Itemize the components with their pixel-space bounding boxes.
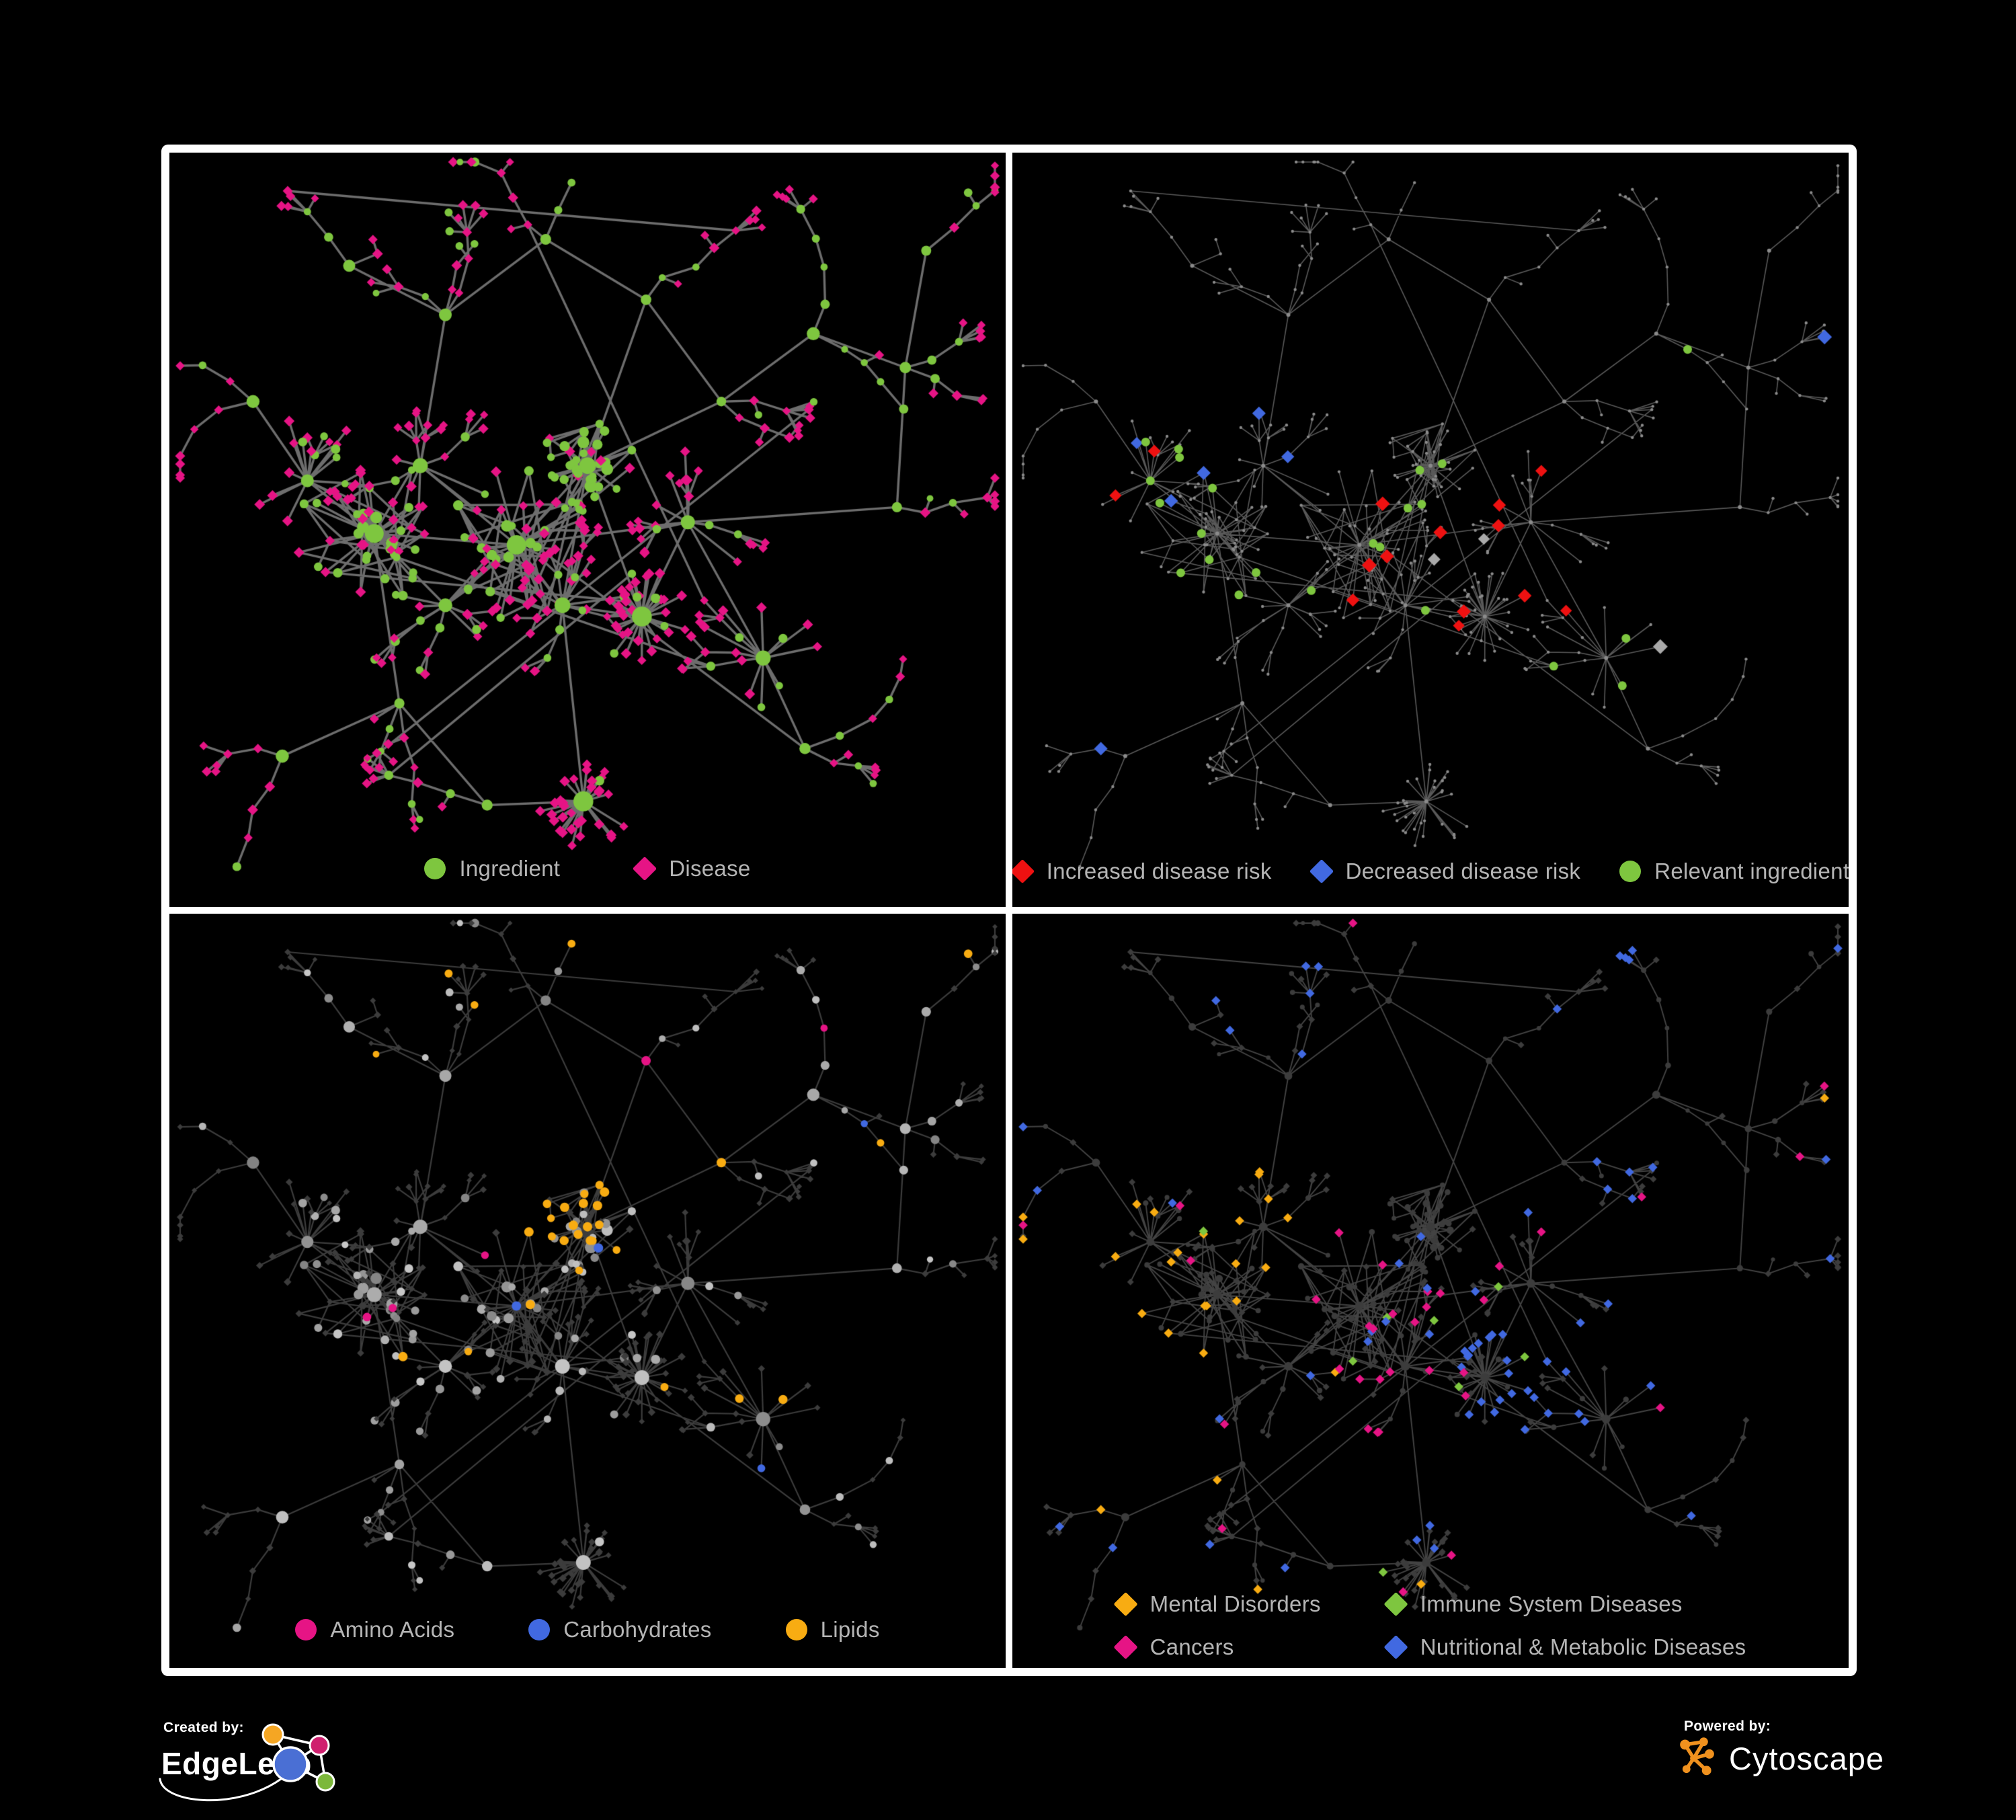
network-canvas-ingredient-disease [169,153,1006,907]
panel-ingredient-class: Amino Acids Carbohydrates Lipids [169,914,1006,1668]
panel-disease-category: Mental Disorders Immune System Diseases Ca… [1012,914,1849,1668]
panel-disease-risk: Increased disease risk Decreased disease … [1012,153,1849,907]
network-canvas-ingredient-class [169,914,1006,1668]
edgeleap-node-magenta [309,1735,330,1756]
panel-grid-frame: Ingredient Disease Increased disease risk… [161,145,1857,1676]
cytoscape-brand-text: Cytoscape [1729,1741,1885,1776]
edgeleap-swoosh [159,1778,282,1802]
network-canvas-disease-category [1012,914,1849,1668]
created-by-label: Created by: [163,1720,244,1735]
cytoscape-logo-icon [1680,1737,1714,1776]
edgeleap-node-blue [272,1746,309,1782]
panel-ingredient-disease: Ingredient Disease [169,153,1006,907]
powered-by-label: Powered by: [1684,1718,1771,1734]
edgeleap-node-green [315,1772,335,1792]
edgeleap-node-orange [261,1723,284,1746]
edgeleap-logo-icon [159,1723,335,1802]
network-canvas-disease-risk [1012,153,1849,907]
